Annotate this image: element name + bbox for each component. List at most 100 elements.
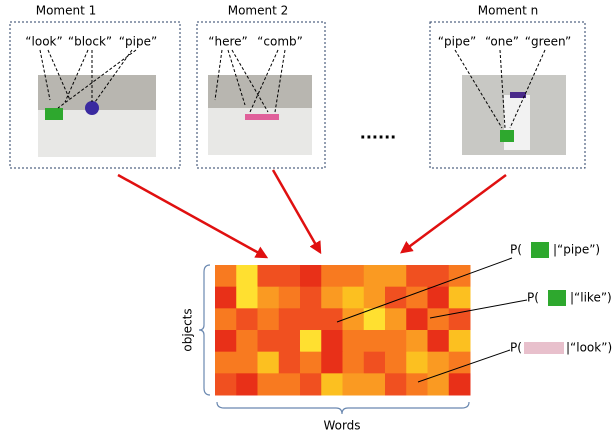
ellipsis: ......: [360, 124, 396, 143]
word: “one”: [485, 35, 519, 49]
moment-title: Moment 1: [36, 4, 97, 18]
matrix-cell: [406, 352, 428, 374]
matrix-cell: [428, 287, 450, 309]
matrix-cell: [300, 265, 322, 287]
object: [85, 101, 99, 115]
matrix-cell: [449, 287, 471, 309]
object: [245, 114, 279, 120]
moment-title: Moment 2: [228, 4, 289, 18]
arrow: [118, 175, 266, 257]
matrix-cell: [236, 373, 258, 395]
matrix-cell: [449, 308, 471, 330]
matrix-cell: [321, 265, 343, 287]
matrix-cell: [406, 330, 428, 352]
matrix-cell: [364, 373, 386, 395]
matrix-cell: [279, 308, 301, 330]
matrix-cell: [343, 308, 365, 330]
matrix-cell: [279, 330, 301, 352]
matrix-cell: [343, 330, 365, 352]
matrix-cell: [364, 330, 386, 352]
matrix-cell: [321, 373, 343, 395]
diagram: Moment 1 “look” “block” “pipe” Moment 2 …: [0, 0, 613, 434]
matrix-cell: [385, 352, 407, 374]
matrix-cell: [236, 352, 258, 374]
matrix-cell: [258, 373, 280, 395]
matrix-cell: [406, 265, 428, 287]
matrix-cell: [364, 308, 386, 330]
matrix-cell: [279, 373, 301, 395]
matrix-cell: [236, 287, 258, 309]
matrix-cell: [364, 352, 386, 374]
prob-prefix: P(: [510, 243, 522, 257]
prob-suffix: |“like”): [570, 291, 612, 305]
matrix-cell: [258, 352, 280, 374]
matrix-cell: [300, 287, 322, 309]
matrix-cell: [279, 265, 301, 287]
arrow: [402, 175, 506, 252]
word: “look”: [25, 35, 62, 49]
matrix-cell: [258, 287, 280, 309]
matrix-cell: [279, 352, 301, 374]
word: “pipe”: [438, 35, 476, 49]
matrix-cell: [215, 373, 237, 395]
matrix-cell: [321, 287, 343, 309]
matrix-cell: [300, 373, 322, 395]
matrix-cell: [385, 330, 407, 352]
prob-suffix: |“pipe”): [553, 243, 600, 257]
prob-prefix: P(: [527, 291, 539, 305]
matrix-cell: [428, 308, 450, 330]
matrix-cell: [449, 265, 471, 287]
matrix-cell: [258, 330, 280, 352]
object: [45, 108, 63, 120]
matrix-cell: [321, 352, 343, 374]
word: “block”: [68, 35, 112, 49]
matrix-cell: [215, 265, 237, 287]
matrix: [215, 265, 471, 396]
matrix-cell: [321, 308, 343, 330]
matrix-cell: [364, 265, 386, 287]
matrix-cell: [215, 352, 237, 374]
matrix-cell: [300, 330, 322, 352]
arrow: [273, 170, 320, 252]
matrix-cell: [215, 330, 237, 352]
matrix-cell: [300, 352, 322, 374]
matrix-cell: [300, 308, 322, 330]
matrix-cell: [279, 287, 301, 309]
matrix-cell: [236, 265, 258, 287]
matrix-cell: [385, 373, 407, 395]
matrix-cell: [406, 373, 428, 395]
word: “here”: [208, 35, 247, 49]
matrix-cell: [215, 287, 237, 309]
matrix-cell: [449, 330, 471, 352]
matrix-cell: [385, 265, 407, 287]
matrix-cell: [236, 330, 258, 352]
word: “pipe”: [119, 35, 157, 49]
matrix-cell: [258, 265, 280, 287]
matrix-cell: [343, 265, 365, 287]
prob-suffix: |“look”): [566, 341, 612, 355]
object-icon: [531, 242, 549, 258]
matrix-cell: [406, 308, 428, 330]
brace: [217, 402, 469, 414]
moment-title: Moment n: [478, 4, 539, 18]
word: “green”: [525, 35, 571, 49]
matrix-cell: [236, 308, 258, 330]
prob-prefix: P(: [510, 341, 522, 355]
brace: [199, 265, 210, 395]
matrix-cell: [343, 373, 365, 395]
matrix-cell: [428, 373, 450, 395]
matrix-cell: [428, 352, 450, 374]
matrix-cell: [449, 373, 471, 395]
axis-label: Words: [323, 419, 360, 433]
object-icon: [548, 290, 566, 306]
matrix-cell: [428, 330, 450, 352]
object-icon: [524, 342, 564, 354]
axis-label: objects: [181, 308, 195, 351]
matrix-cell: [428, 265, 450, 287]
matrix-cell: [258, 308, 280, 330]
matrix-cell: [321, 330, 343, 352]
matrix-cell: [385, 308, 407, 330]
matrix-cell: [343, 352, 365, 374]
matrix-cell: [215, 308, 237, 330]
matrix-cell: [343, 287, 365, 309]
